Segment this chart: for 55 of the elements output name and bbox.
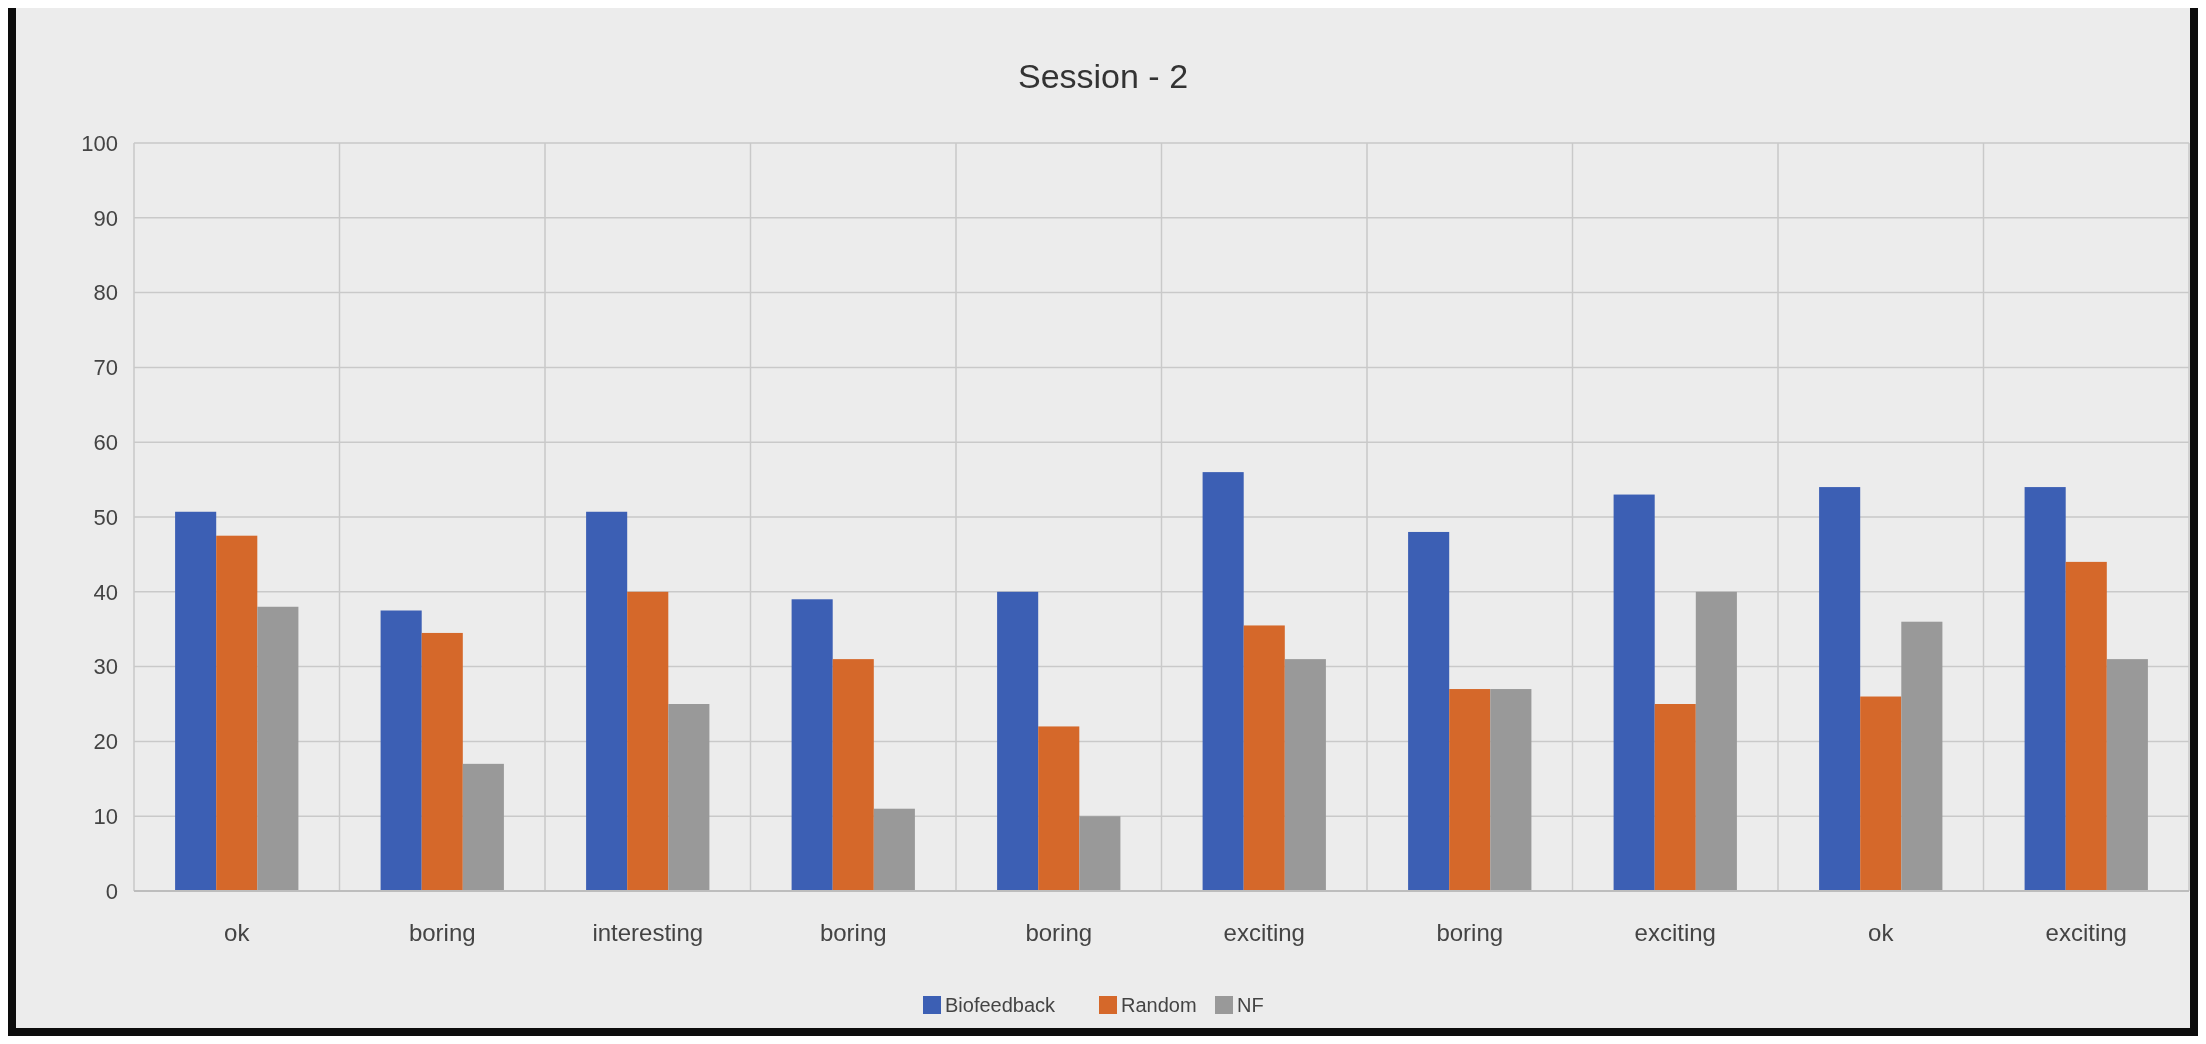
bar — [1654, 704, 1696, 891]
bar — [1202, 472, 1244, 891]
bar — [1449, 689, 1491, 891]
x-tick-label: ok — [1868, 919, 1895, 946]
bar — [421, 632, 463, 891]
y-tick-label: 0 — [105, 878, 118, 904]
x-tick-label: interesting — [592, 919, 704, 946]
bar — [1243, 625, 1285, 891]
bar — [1901, 621, 1943, 891]
x-tick-label: boring — [1025, 919, 1093, 946]
bar — [175, 511, 217, 891]
bar — [832, 659, 874, 891]
bar — [1695, 591, 1737, 891]
bar — [1079, 816, 1121, 891]
legend-label: Random — [1121, 994, 1197, 1016]
bar — [873, 808, 915, 891]
bar — [216, 535, 258, 891]
y-tick-label: 100 — [81, 130, 118, 156]
legend-label: NF — [1237, 994, 1264, 1016]
x-tick-label: boring — [408, 919, 476, 946]
y-tick-label: 20 — [93, 729, 118, 755]
bar — [2106, 659, 2148, 891]
bar — [1408, 531, 1450, 891]
x-tick-label: exciting — [2045, 919, 2127, 946]
bar — [1613, 494, 1655, 891]
y-tick-label: 10 — [93, 803, 118, 829]
bar — [791, 599, 833, 891]
chart-title: Session - 2 — [1017, 57, 1189, 95]
bar — [997, 591, 1039, 891]
x-tick-label: ok — [224, 919, 251, 946]
bar — [668, 704, 710, 891]
y-tick-label: 30 — [93, 654, 118, 680]
y-tick-label: 40 — [93, 579, 118, 605]
y-tick-label: 50 — [93, 504, 118, 530]
x-tick-label: boring — [819, 919, 887, 946]
bar — [380, 610, 422, 891]
bar — [2024, 487, 2066, 891]
y-tick-label: 90 — [93, 205, 118, 231]
bar — [627, 591, 669, 891]
y-tick-label: 80 — [93, 280, 118, 306]
y-tick-label: 70 — [93, 355, 118, 381]
bar — [1819, 487, 1861, 891]
bar — [1490, 689, 1532, 891]
bar — [1860, 696, 1902, 891]
bar — [1038, 726, 1080, 891]
x-tick-label: exciting — [1223, 919, 1305, 946]
x-tick-label: exciting — [1634, 919, 1716, 946]
y-tick-label: 60 — [93, 429, 118, 455]
bar — [586, 511, 628, 891]
bar — [1284, 659, 1326, 891]
bar — [462, 763, 504, 891]
x-tick-label: boring — [1436, 919, 1504, 946]
bar — [257, 606, 299, 891]
legend-label: Biofeedback — [945, 994, 1057, 1016]
bar — [2065, 561, 2107, 891]
